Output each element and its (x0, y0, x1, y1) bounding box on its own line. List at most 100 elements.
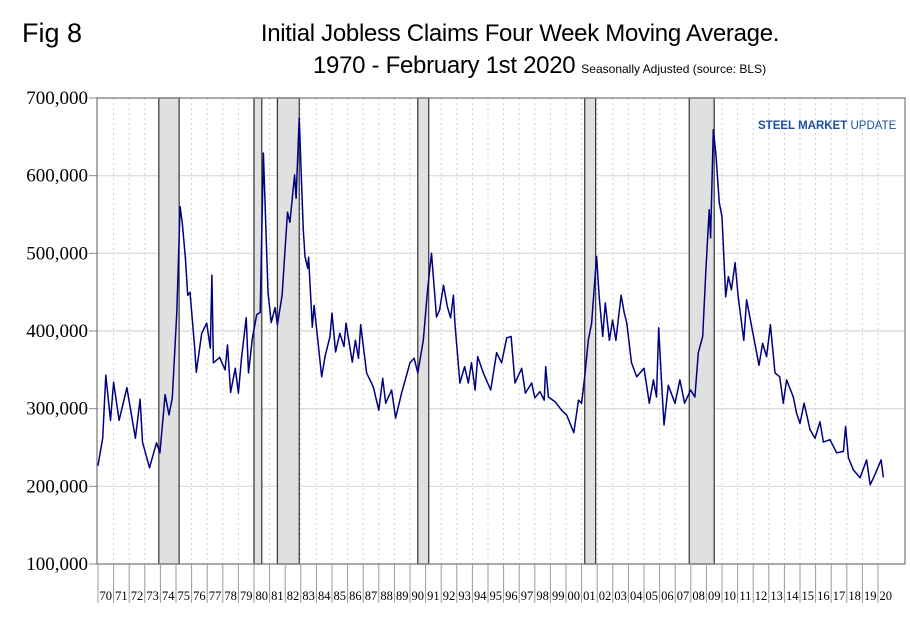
data-point (630, 362, 633, 364)
data-point (378, 409, 380, 411)
x-tick-label: 10 (724, 589, 737, 603)
y-tick-label: 400,000 (26, 321, 88, 342)
data-point (721, 216, 723, 218)
data-point (446, 306, 449, 308)
data-point (663, 424, 665, 426)
data-point (159, 452, 161, 454)
x-tick-label: 89 (396, 589, 409, 603)
data-point (298, 117, 300, 119)
figure-label: Fig 8 (22, 18, 83, 48)
data-point (435, 316, 438, 318)
data-point (761, 342, 764, 345)
data-point (372, 386, 374, 388)
x-tick-label: 98 (536, 589, 549, 603)
recession-band (417, 97, 430, 565)
x-tick-label: 03 (614, 589, 627, 603)
y-tick-label: 500,000 (26, 243, 88, 264)
x-tick-label: 14 (786, 589, 799, 603)
data-point (141, 441, 144, 443)
data-point (730, 289, 732, 291)
data-point (626, 322, 628, 324)
data-point (708, 209, 710, 211)
data-point (155, 442, 158, 444)
x-tick-label: 18 (848, 589, 861, 603)
data-point (357, 357, 360, 359)
data-point (247, 372, 250, 374)
data-point (725, 296, 727, 298)
data-point (683, 402, 686, 404)
data-point (470, 362, 473, 364)
data-point (267, 291, 269, 293)
data-point (276, 324, 278, 326)
data-point (181, 221, 183, 223)
data-point (694, 396, 696, 398)
data-point (667, 384, 669, 386)
x-tick-label: 13 (770, 589, 783, 603)
x-tick-label: 02 (599, 589, 612, 603)
x-tick-label: 74 (162, 589, 175, 603)
data-point (189, 291, 191, 293)
data-point (474, 389, 476, 391)
data-point (604, 302, 606, 304)
x-tick-label: 12 (755, 589, 768, 603)
data-point (240, 357, 243, 359)
data-point (490, 389, 492, 391)
data-point (171, 397, 173, 399)
data-point (467, 382, 469, 384)
data-point (561, 409, 563, 411)
x-tick-label: 97 (521, 589, 534, 603)
data-point (109, 419, 112, 421)
data-point (427, 289, 429, 291)
data-point (482, 372, 484, 374)
data-point (859, 477, 861, 479)
data-point (615, 339, 617, 341)
data-point (774, 372, 776, 374)
data-point (652, 379, 654, 381)
x-tick-label: 73 (146, 589, 159, 603)
data-point (237, 392, 239, 394)
x-tick-label: 20 (880, 589, 893, 603)
data-point (690, 389, 692, 391)
data-point (209, 347, 211, 349)
y-tick-label: 300,000 (26, 399, 88, 420)
data-point (882, 476, 884, 478)
data-point (510, 335, 512, 338)
x-tick-label: 81 (271, 589, 284, 603)
x-tick-label: 92 (443, 589, 456, 603)
data-point (785, 379, 788, 381)
data-point (866, 459, 868, 461)
data-point (212, 362, 215, 364)
data-point (573, 432, 575, 434)
data-point (581, 402, 583, 404)
data-point (500, 362, 503, 364)
data-point (360, 324, 362, 326)
x-tick-label: 16 (817, 589, 830, 603)
data-point (395, 417, 397, 419)
data-point (351, 361, 353, 363)
logo-text-2: MARKET (798, 120, 848, 132)
x-tick-label: 88 (380, 589, 393, 603)
steel-market-update-logo: STEEL MARKET UPDATE (746, 107, 896, 157)
data-point (661, 382, 663, 384)
recession-band (253, 97, 263, 565)
data-point (697, 352, 699, 354)
data-point (545, 366, 547, 368)
x-tick-label: 90 (412, 589, 425, 603)
data-point (495, 352, 498, 354)
data-point (230, 391, 232, 393)
data-point (869, 484, 871, 486)
data-point (643, 367, 645, 369)
data-point (464, 366, 466, 368)
data-point (727, 276, 729, 278)
data-point (758, 364, 760, 366)
x-tick-label: 75 (178, 589, 191, 603)
x-tick-label: 17 (833, 589, 846, 603)
x-tick-label: 04 (630, 589, 643, 603)
data-point (587, 339, 589, 341)
data-point (577, 399, 580, 401)
x-tick-label: 72 (131, 589, 144, 603)
data-point (422, 339, 424, 341)
x-tick-label: 91 (427, 589, 440, 603)
data-point (224, 369, 226, 371)
data-point (718, 202, 720, 204)
